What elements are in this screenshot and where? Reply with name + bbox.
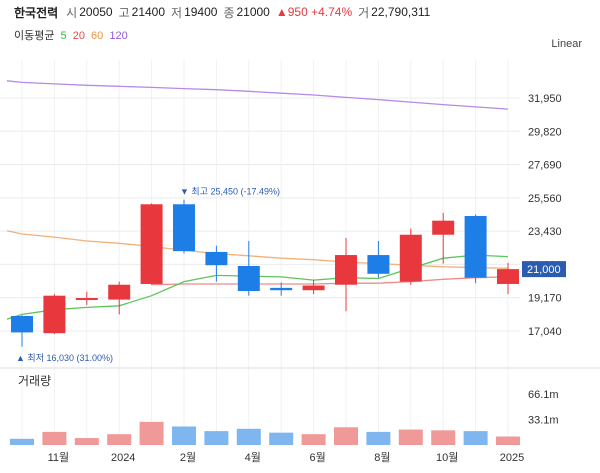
candle <box>43 294 66 334</box>
volume-bar <box>236 428 261 445</box>
volume-value: 22,790,311 <box>371 5 431 19</box>
y-tick-label: 17,040 <box>528 326 562 338</box>
volume-bar <box>204 431 229 445</box>
candle-body <box>11 315 33 333</box>
candle <box>11 315 33 347</box>
moving-average-legend: 이동평균 5 20 60 120 <box>14 27 131 43</box>
x-tick-label: 10월 <box>436 451 458 464</box>
candle <box>497 262 519 295</box>
y-tick-label: 19,170 <box>528 293 562 305</box>
ma60-line <box>6 230 509 269</box>
volume-bar <box>107 434 132 445</box>
y-tick-label: 29,820 <box>528 126 562 138</box>
volume-bar <box>42 431 67 445</box>
volume-bar <box>398 429 423 445</box>
candle-body <box>43 295 66 334</box>
y-tick-label: 23,430 <box>528 226 562 238</box>
candle <box>399 228 422 285</box>
candle <box>75 291 98 306</box>
current-price-label: 21,000 <box>527 264 561 276</box>
volume-bar <box>463 431 488 445</box>
low-value: 19400 <box>184 5 218 19</box>
candle <box>464 214 487 284</box>
candle <box>367 240 390 278</box>
candle-body <box>302 285 325 291</box>
volume-bar <box>172 426 196 445</box>
volume-tick-label: 66.1m <box>528 389 559 401</box>
candle <box>237 240 260 296</box>
candle-body <box>399 234 422 282</box>
candle-body <box>140 204 163 284</box>
ma-legend-item[interactable]: 60 <box>91 30 104 42</box>
candle-body <box>335 255 357 285</box>
candle-body <box>464 215 487 278</box>
max-price-annotation: ▼ 최고 25,450 (-17.49%) <box>180 187 280 197</box>
volume-bar <box>334 427 358 445</box>
ma-legend-title: 이동평균 <box>14 30 55 42</box>
ma120-line <box>6 80 509 110</box>
x-tick-label: 2월 <box>180 451 196 464</box>
volume-label: 거 <box>358 5 370 20</box>
candles: ▼ 최고 25,450 (-17.49%) ▲ 최저 16,030 (31.00%… <box>11 187 519 363</box>
candle-body <box>497 269 519 284</box>
candle-body <box>270 287 293 291</box>
y-tick-label: 27,690 <box>528 160 562 172</box>
volume-tick-label: 33.1m <box>528 414 559 426</box>
ma20-line <box>151 276 509 286</box>
candle-body <box>237 265 260 291</box>
candle <box>140 203 163 285</box>
close-value: 21000 <box>236 5 270 19</box>
candle <box>205 245 228 282</box>
min-price-annotation: ▲ 최저 16,030 (31.00%) <box>16 353 113 363</box>
x-tick-label: 6월 <box>309 451 325 464</box>
volume-bar <box>366 431 391 445</box>
volume-title: 거래량 <box>18 374 51 388</box>
volume-bar <box>496 436 520 445</box>
candle-body <box>432 220 455 235</box>
candle-body <box>75 298 98 301</box>
candle-body <box>173 204 195 252</box>
ma-legend-item[interactable]: 5 <box>60 30 67 42</box>
volume-panel <box>0 367 600 445</box>
candle <box>108 281 131 315</box>
ma-legend-item[interactable]: 20 <box>72 30 85 42</box>
price-header: 한국전력 시 20050 고 21400 저 19400 종 21000 ▲95… <box>14 3 436 21</box>
scale-toggle-button[interactable]: Linear <box>551 38 582 50</box>
candle <box>302 280 325 295</box>
current-price-tag <box>522 261 566 278</box>
candle <box>173 199 195 254</box>
volume-bar <box>74 438 99 445</box>
stock-name: 한국전력 <box>14 5 59 20</box>
candle <box>270 282 293 296</box>
volume-bar <box>431 430 456 445</box>
x-tick-label: 2024 <box>111 452 135 464</box>
y-tick-label: 25,560 <box>528 193 562 205</box>
low-label: 저 <box>171 5 183 20</box>
close-label: 종 <box>223 5 235 20</box>
x-tick-label: 4월 <box>245 451 261 464</box>
x-tick-label: 8월 <box>374 451 390 464</box>
open-label: 시 <box>66 5 78 20</box>
candle <box>335 237 357 312</box>
volume-bar <box>301 434 326 445</box>
y-tick-label: 31,950 <box>528 93 562 105</box>
volume-bar <box>269 432 294 445</box>
volume-bar <box>10 438 34 445</box>
candle <box>432 212 455 264</box>
high-label: 고 <box>118 5 130 20</box>
x-tick-label: 11월 <box>48 451 70 464</box>
x-tick-label: 2025 <box>500 452 524 464</box>
grid <box>0 60 520 445</box>
candle-body <box>367 255 390 274</box>
candle-body <box>205 251 228 266</box>
ma-legend-item[interactable]: 120 <box>109 30 128 42</box>
open-value: 20050 <box>79 5 113 19</box>
axes: 17,04019,17021,30023,43025,56027,69029,8… <box>48 93 566 464</box>
candle-body <box>108 284 131 300</box>
volume-bar <box>139 421 164 445</box>
high-value: 21400 <box>131 5 166 19</box>
price-change: ▲950 +4.74% <box>275 5 353 19</box>
